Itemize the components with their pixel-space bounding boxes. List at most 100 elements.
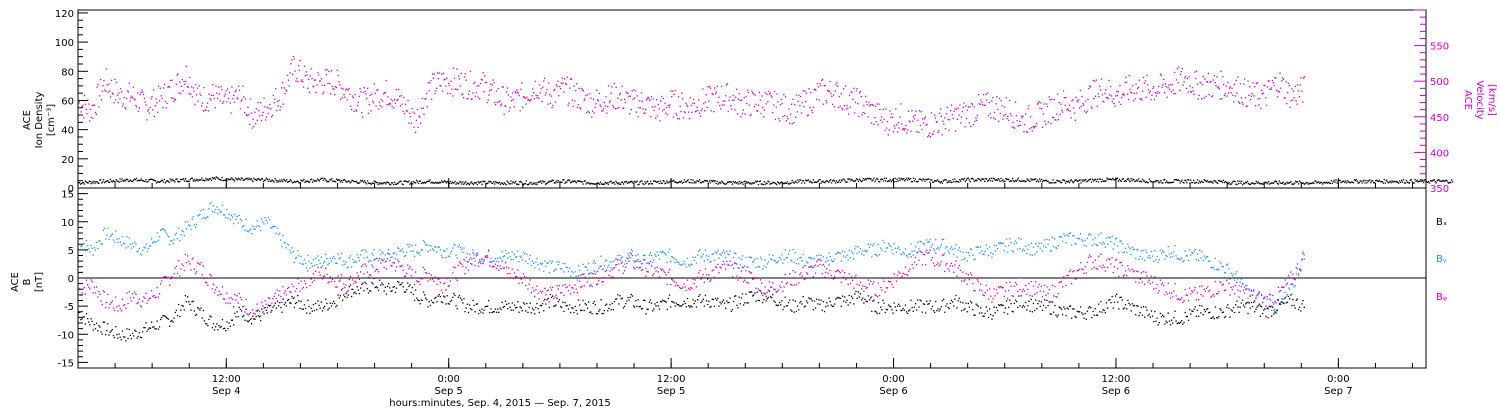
density-point [1276, 182, 1279, 184]
by-point [1075, 243, 1077, 245]
density-point [862, 177, 864, 180]
density-point [640, 180, 642, 182]
by-point [887, 243, 890, 245]
velocity-point [1039, 107, 1041, 109]
velocity-point [399, 105, 402, 107]
by-point [284, 242, 286, 244]
velocity-point [968, 122, 970, 124]
by-point [105, 238, 107, 240]
bz-point [507, 272, 509, 275]
velocity-point [1264, 84, 1266, 87]
by-point [1296, 268, 1299, 270]
velocity-point [1202, 75, 1204, 78]
velocity-point [642, 108, 644, 110]
density-point [763, 181, 765, 183]
by-point [992, 253, 994, 255]
density-point [303, 178, 305, 180]
density-point [620, 183, 622, 185]
density-point [670, 179, 672, 181]
density-point [329, 178, 331, 181]
velocity-point [1181, 68, 1183, 70]
density-point [1319, 182, 1321, 185]
density-point [1182, 181, 1184, 184]
bz-point [577, 275, 580, 277]
by-point [949, 248, 951, 250]
density-point [1089, 179, 1091, 181]
density-point [856, 178, 858, 180]
density-point [769, 183, 771, 185]
velocity-point [889, 110, 891, 112]
density-point [1139, 180, 1141, 183]
by-point [953, 253, 955, 256]
velocity-point [1067, 109, 1070, 112]
velocity-point [1141, 99, 1143, 101]
velocity-point [1144, 80, 1146, 82]
by-point [721, 252, 723, 254]
by-point [398, 247, 400, 250]
bz-point [955, 260, 957, 262]
by-point [907, 256, 909, 258]
velocity-point [1069, 110, 1071, 112]
by-point [1005, 238, 1008, 240]
density-point [948, 181, 950, 183]
density-point [157, 181, 160, 183]
velocity-point [319, 80, 322, 82]
bz-point [762, 294, 764, 297]
bz-point [900, 276, 902, 279]
density-point [486, 182, 488, 185]
velocity-point [1024, 124, 1026, 126]
velocity-point [214, 107, 216, 109]
velocity-point [826, 101, 828, 104]
by-point [657, 254, 659, 256]
velocity-point [1243, 83, 1245, 85]
velocity-point [347, 89, 349, 91]
velocity-point [1016, 120, 1018, 122]
velocity-point [1047, 121, 1049, 123]
density-point [98, 182, 100, 184]
bz-point [172, 277, 174, 279]
velocity-point [657, 103, 659, 106]
density-point [656, 181, 658, 183]
density-point [1281, 182, 1283, 184]
bz-point [749, 271, 752, 274]
velocity-point [892, 131, 894, 133]
density-point [535, 182, 537, 184]
bz-point [366, 271, 368, 273]
density-point [328, 181, 330, 183]
by-point [365, 251, 367, 253]
velocity-point [923, 122, 925, 124]
by-point [665, 254, 667, 256]
velocity-point [802, 90, 804, 92]
by-point [664, 252, 666, 255]
velocity-point [468, 90, 471, 92]
density-point [928, 178, 930, 180]
by-point [1069, 232, 1072, 234]
bz-point [607, 277, 609, 279]
density-point [1000, 177, 1002, 180]
bz-point [355, 281, 357, 283]
velocity-point [1270, 88, 1272, 90]
by-point [1227, 263, 1229, 265]
by-point [1100, 232, 1102, 234]
velocity-point [1034, 126, 1036, 128]
bz-point [480, 262, 482, 265]
by-point [796, 258, 799, 260]
velocity-point [412, 111, 414, 113]
density-point [1142, 178, 1144, 180]
density-point [1266, 181, 1268, 183]
bz-point [508, 267, 510, 269]
velocity-point [172, 97, 174, 100]
by-point [750, 256, 753, 259]
bz-point [784, 273, 786, 276]
density-point [1426, 181, 1428, 183]
velocity-point [1043, 103, 1045, 105]
velocity-point [1014, 127, 1016, 129]
by-point [424, 241, 426, 243]
by-point [1067, 235, 1069, 237]
velocity-point [260, 120, 263, 122]
bz-point [183, 269, 185, 272]
density-point [1234, 180, 1236, 183]
by-point [1086, 237, 1089, 239]
bz-point [231, 298, 234, 300]
density-point [228, 178, 230, 181]
